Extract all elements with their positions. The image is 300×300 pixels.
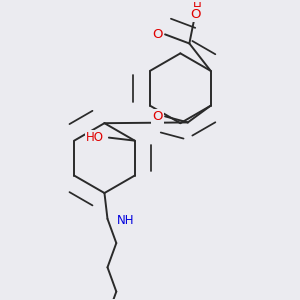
- Text: O: O: [152, 110, 163, 123]
- Text: H: H: [193, 1, 201, 13]
- Text: O: O: [190, 8, 201, 21]
- Text: HO: HO: [86, 131, 104, 144]
- Text: O: O: [152, 28, 163, 41]
- Text: NH: NH: [117, 214, 134, 227]
